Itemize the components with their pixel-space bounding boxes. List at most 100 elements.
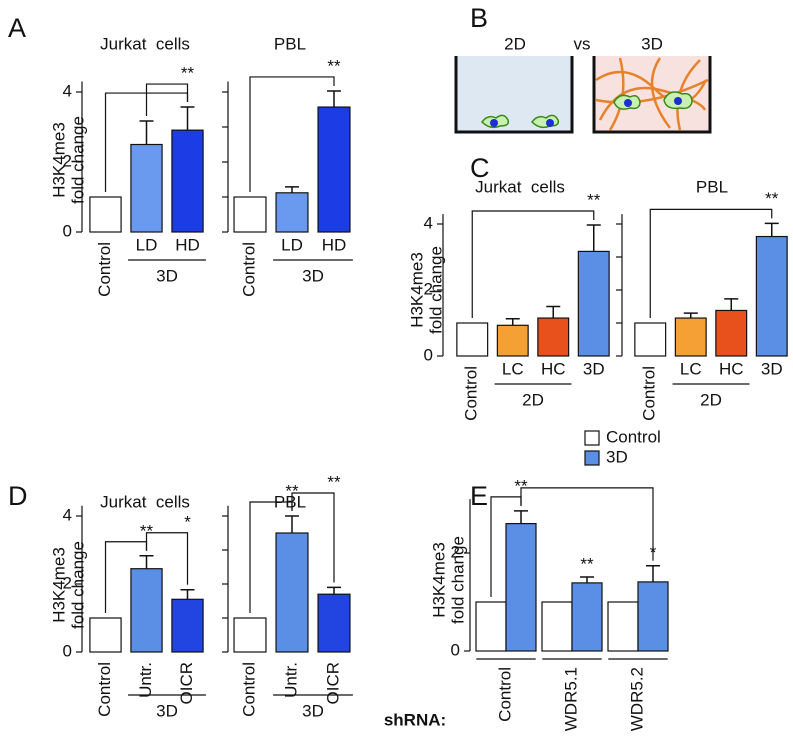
significance: **	[327, 56, 341, 75]
bar	[130, 143, 163, 233]
legend-label: 3D	[606, 447, 628, 466]
y-tick-label: 0	[63, 221, 72, 240]
y-tick-label: 2	[63, 573, 72, 592]
y-axis-label: H3K4me3	[49, 547, 68, 623]
x-tick-label: Control	[95, 662, 114, 717]
x-tick-label: HC	[719, 359, 744, 378]
group-label: 2D	[700, 390, 722, 409]
error-bar	[646, 564, 660, 582]
x-tick-label: Untr.	[136, 662, 155, 698]
x-tick-label: LC	[680, 359, 702, 378]
bar	[537, 317, 570, 357]
x-tick-label: OICR	[177, 662, 196, 705]
bar	[317, 593, 351, 653]
y-axis-label: fold change	[426, 246, 445, 334]
error-bar	[285, 186, 299, 193]
bar	[475, 601, 507, 652]
error-bar	[514, 510, 528, 524]
well-outline	[592, 56, 712, 134]
bracket	[145, 532, 189, 585]
bracket	[520, 487, 654, 561]
x-tick-label: 3D	[761, 359, 783, 378]
significance: **	[765, 189, 779, 208]
y-axis-label: fold change	[448, 536, 467, 624]
error-bar	[139, 555, 154, 569]
x-tick-label: OICR	[323, 662, 342, 705]
y-tick-label: 2	[63, 151, 72, 170]
panel-letter: A	[8, 13, 26, 43]
subplot-title: PBL	[274, 34, 306, 53]
x-tick-label: WDR5.1	[561, 667, 580, 731]
error-bar	[724, 298, 739, 311]
y-axis-label: H3K4me3	[49, 122, 68, 198]
y-tick-label: 0	[451, 640, 460, 659]
group-label: 3D	[302, 266, 324, 285]
subplot-title: Jurkat cells	[100, 492, 190, 511]
error-bar	[180, 106, 195, 131]
x-tick-label: Untr.	[281, 662, 300, 698]
x-axis-label: shRNA:	[384, 710, 446, 729]
error-bar	[586, 224, 601, 252]
bracket	[291, 492, 335, 583]
error-bar	[327, 586, 341, 595]
x-tick-label: HD	[175, 235, 200, 254]
significance: **	[514, 476, 528, 495]
x-tick-label: HD	[322, 235, 347, 254]
bar	[541, 601, 573, 652]
bar	[89, 196, 122, 233]
nucleus	[490, 119, 498, 127]
x-tick-label: Control	[640, 366, 659, 421]
bar	[571, 582, 603, 652]
bracket	[649, 208, 773, 318]
bracket	[471, 210, 595, 318]
diagram-b: B 2D vs 3D	[454, 3, 712, 134]
legend-swatch	[584, 450, 600, 466]
error-bar	[505, 317, 520, 326]
x-tick-label: Control	[239, 662, 258, 717]
bar	[577, 250, 610, 357]
bar	[171, 129, 204, 233]
bar	[130, 568, 163, 653]
y-axis-label: fold change	[68, 541, 87, 629]
error-bar	[683, 312, 698, 319]
nucleus	[546, 119, 554, 127]
bar	[89, 617, 122, 653]
bar	[607, 601, 639, 652]
panel-letter: C	[470, 153, 490, 183]
y-tick-label: 4	[63, 505, 72, 524]
significance: *	[650, 543, 657, 562]
subplot-title: Jurkat cells	[475, 177, 565, 196]
x-tick-label: Control	[95, 242, 114, 297]
group-label: 3D	[156, 266, 178, 285]
legend-label: Control	[606, 427, 661, 446]
bar	[233, 196, 267, 233]
x-tick-label: LD	[136, 235, 158, 254]
error-bar	[764, 222, 779, 237]
y-tick-label: 4	[424, 213, 433, 232]
panel-letter: B	[470, 3, 488, 33]
x-tick-label: HC	[541, 359, 566, 378]
error-bar	[546, 305, 561, 319]
y-tick-label: 2	[451, 542, 460, 561]
error-bar	[180, 589, 195, 600]
bar	[233, 617, 267, 653]
bar	[171, 598, 204, 653]
subplot-title: Jurkat cells	[100, 34, 190, 53]
y-axis-label: fold change	[68, 116, 87, 204]
significance: **	[140, 521, 154, 540]
y-axis-label: H3K4me3	[429, 542, 448, 618]
subplot-title: PBL	[696, 177, 728, 196]
x-tick-label: Control	[239, 242, 258, 297]
panel-letter: D	[8, 481, 28, 511]
error-bar	[580, 576, 594, 583]
legend-swatch	[584, 430, 600, 446]
bar	[456, 322, 489, 357]
bracket	[145, 83, 189, 117]
y-tick-label: 0	[424, 345, 433, 364]
x-tick-label: Control	[462, 366, 481, 421]
diagram-label: 2D	[504, 34, 526, 53]
significance: **	[327, 472, 341, 491]
y-tick-label: 4	[63, 81, 72, 100]
significance: **	[181, 64, 195, 83]
